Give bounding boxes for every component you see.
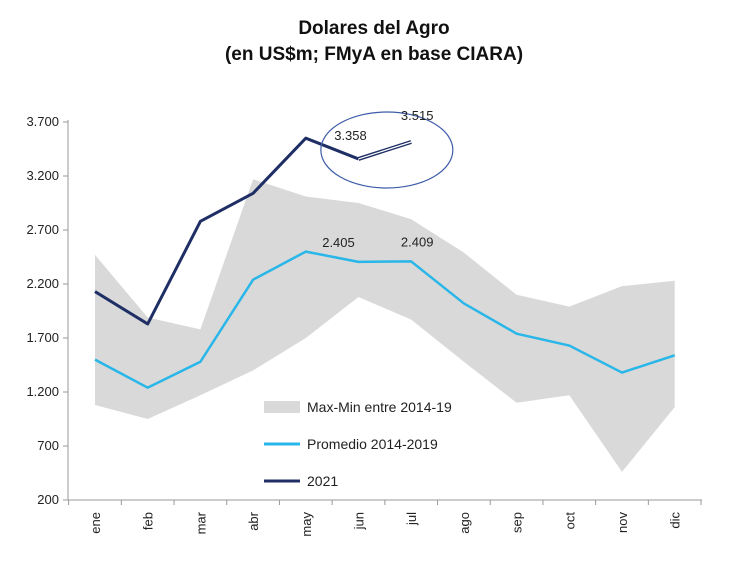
x-tick-label-ago: ago: [457, 512, 472, 534]
x-tick-label-abr: abr: [246, 511, 261, 530]
y-tick-label: 2.700: [26, 222, 59, 237]
highlight-circle: [320, 111, 454, 189]
x-tick-label-mar: mar: [193, 511, 208, 534]
x-tick-label-jul: jul: [404, 512, 419, 526]
y-tick-label: 200: [37, 492, 59, 507]
y-tick-label: 3.200: [26, 168, 59, 183]
data-label-jun-0: 3.358: [334, 128, 367, 143]
legend-label-band: Max-Min entre 2014-19: [307, 399, 452, 415]
data-label-jul-1: 3.515: [401, 108, 434, 123]
data-label-jun-2: 2.405: [322, 235, 355, 250]
y-tick-label: 1.200: [26, 384, 59, 399]
y-tick-label: 3.700: [26, 114, 59, 129]
legend-label-series-1: 2021: [307, 473, 338, 489]
x-tick-label-ene: ene: [88, 512, 103, 534]
x-tick-label-dic: dic: [668, 512, 683, 529]
y-tick-label: 1.700: [26, 330, 59, 345]
band-max-min-area: [95, 179, 675, 472]
projection-line-inner: [358, 141, 412, 160]
y-tick-label: 2.200: [26, 276, 59, 291]
data-label-jul-3: 2.409: [401, 234, 434, 249]
x-tick-label-sep: sep: [510, 512, 525, 533]
x-tick-label-may: may: [299, 512, 314, 537]
x-tick-label-oct: oct: [562, 512, 577, 530]
y-tick-label: 700: [37, 438, 59, 453]
x-tick-label-jun: jun: [352, 512, 367, 530]
chart-subtitle: (en US$m; FMyA en base CIARA): [224, 44, 524, 65]
legend-label-series-0: Promedio 2014-2019: [307, 436, 438, 452]
series-line-0: [94, 250, 676, 389]
x-tick-label-feb: feb: [141, 512, 156, 530]
series-line-1: [94, 136, 360, 326]
chart-title: Dolares del Agro: [298, 18, 450, 39]
legend-swatch-band: [264, 401, 300, 413]
x-tick-label-nov: nov: [615, 512, 630, 533]
